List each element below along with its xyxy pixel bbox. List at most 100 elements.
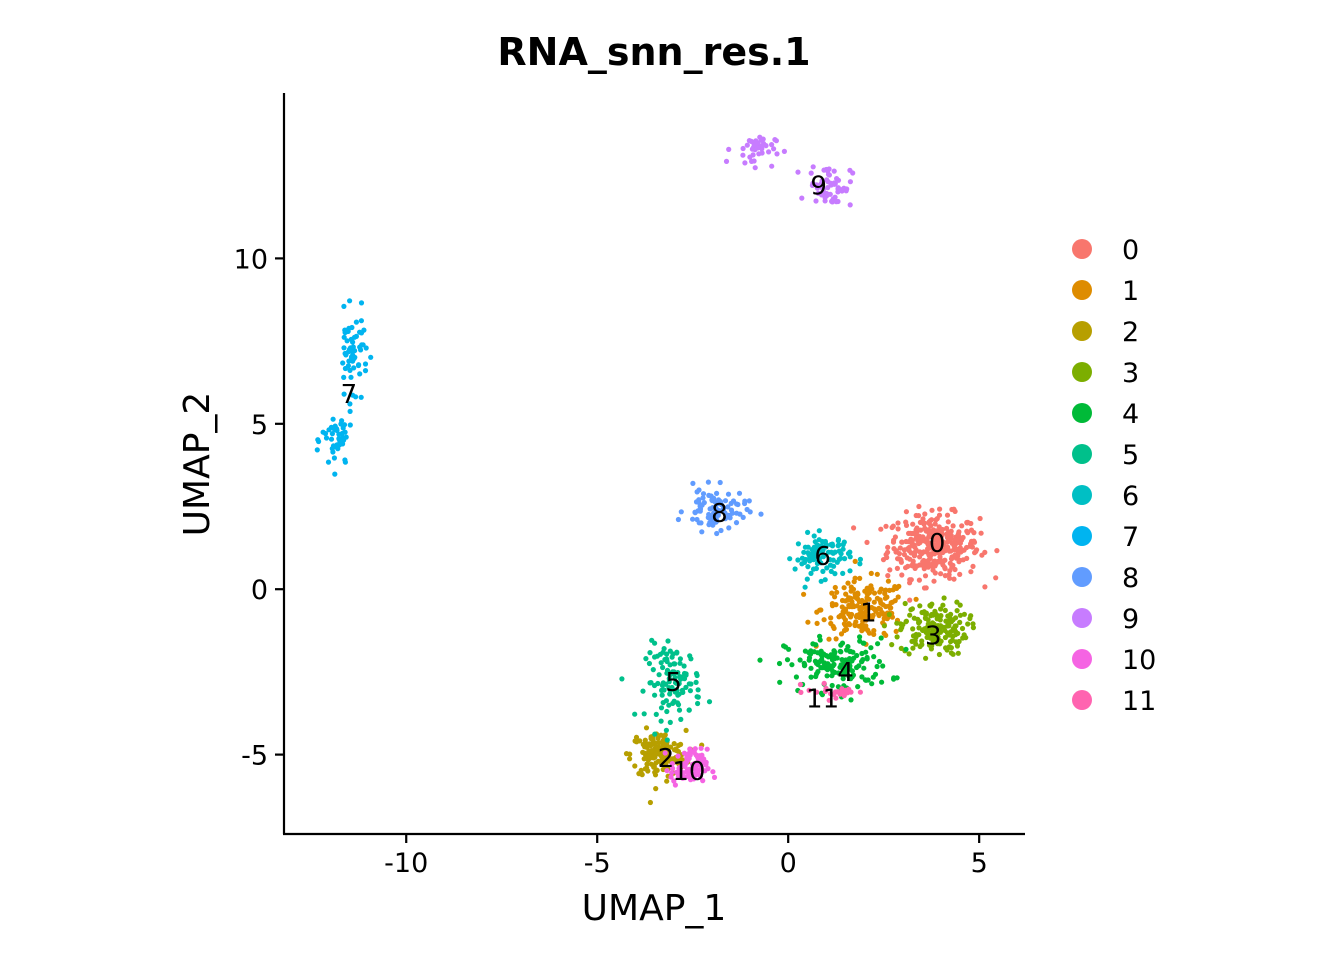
series-10-points: [662, 745, 718, 788]
data-point: [832, 181, 838, 187]
data-point: [700, 491, 707, 497]
data-point: [747, 154, 753, 160]
data-point: [336, 436, 342, 442]
legend-item-4: 4: [1072, 399, 1139, 430]
data-point: [845, 580, 851, 586]
data-point: [917, 603, 923, 609]
data-point: [348, 336, 354, 342]
data-point: [838, 649, 844, 655]
data-point: [958, 537, 965, 543]
data-point: [903, 538, 909, 545]
data-point: [847, 179, 854, 185]
data-point: [898, 621, 904, 627]
data-point: [883, 603, 889, 610]
data-point: [866, 596, 872, 602]
data-point: [827, 562, 834, 568]
data-point: [676, 765, 682, 771]
data-point: [872, 671, 879, 677]
data-point: [952, 537, 958, 543]
data-point: [882, 587, 888, 594]
data-point: [921, 549, 927, 555]
data-point: [868, 645, 874, 651]
data-point: [694, 489, 700, 495]
data-point: [895, 520, 901, 526]
x-tick-label: -5: [584, 848, 611, 879]
data-point: [946, 548, 953, 554]
data-point: [811, 533, 817, 539]
data-point: [977, 515, 983, 522]
data-point: [330, 449, 336, 455]
data-point: [952, 566, 958, 573]
data-point: [832, 584, 838, 591]
data-point: [917, 643, 923, 650]
data-point: [843, 623, 849, 629]
data-point: [697, 506, 704, 512]
data-point: [795, 169, 801, 175]
data-point: [325, 459, 332, 465]
data-point: [777, 679, 783, 685]
data-point: [673, 687, 679, 693]
data-point: [929, 507, 935, 513]
data-point: [632, 763, 638, 769]
data-point: [936, 550, 942, 556]
data-point: [891, 676, 897, 682]
legend-label: 11: [1122, 686, 1156, 717]
data-point: [640, 749, 646, 756]
data-point: [347, 422, 353, 428]
data-point: [686, 707, 692, 713]
data-point: [740, 514, 746, 521]
data-point: [855, 591, 861, 598]
data-point: [736, 490, 743, 496]
data-point: [830, 668, 836, 675]
data-point: [923, 655, 929, 661]
data-point: [678, 676, 684, 682]
data-point: [950, 562, 956, 569]
y-tick-label: 10: [234, 244, 268, 275]
data-point: [799, 195, 805, 201]
data-point: [360, 342, 366, 348]
data-point: [658, 750, 664, 756]
data-point: [669, 654, 675, 660]
data-point: [916, 513, 922, 519]
data-point: [910, 645, 916, 651]
data-point: [916, 620, 922, 626]
data-point: [708, 514, 715, 520]
data-point: [907, 530, 913, 536]
data-point: [641, 711, 647, 717]
data-point: [821, 617, 827, 623]
data-point: [660, 742, 666, 748]
data-point: [756, 151, 762, 157]
data-point: [740, 152, 746, 158]
data-point: [916, 503, 922, 510]
data-point: [818, 690, 825, 696]
data-point: [703, 759, 709, 766]
data-point: [667, 719, 673, 726]
data-point: [952, 628, 959, 635]
data-point: [670, 700, 676, 707]
data-point: [947, 568, 953, 574]
data-point: [667, 691, 673, 697]
data-point: [675, 773, 682, 779]
data-point: [802, 648, 809, 654]
data-point: [668, 774, 674, 780]
data-point: [910, 633, 917, 639]
data-point: [928, 613, 934, 619]
data-point: [647, 754, 653, 760]
data-point: [347, 298, 353, 304]
data-point: [938, 571, 944, 577]
data-point: [878, 526, 884, 532]
data-point: [358, 347, 364, 353]
data-point: [821, 680, 827, 687]
data-point: [693, 752, 699, 758]
data-point: [818, 181, 824, 187]
data-point: [854, 595, 860, 601]
data-point: [885, 573, 891, 579]
data-point: [700, 495, 706, 501]
data-point: [848, 697, 854, 703]
data-point: [949, 637, 956, 643]
data-point: [722, 516, 729, 522]
data-point: [973, 548, 979, 555]
cluster-label-0: 0: [929, 529, 946, 559]
data-point: [968, 613, 974, 619]
data-point: [721, 505, 727, 511]
